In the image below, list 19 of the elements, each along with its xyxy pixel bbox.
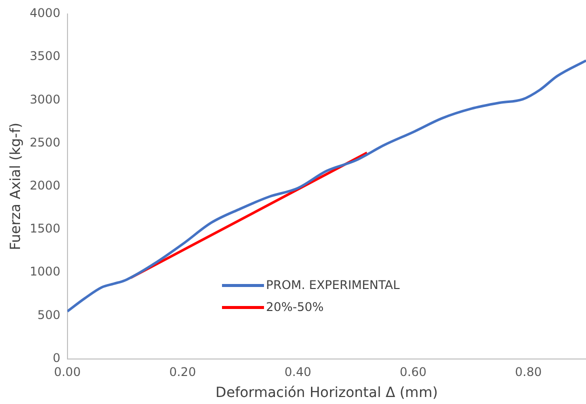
y-axis-title: Fuerza Axial (kg-f) [8,122,24,250]
y-tick-label: 2000 [30,178,60,193]
y-tick-label: 1000 [30,264,60,279]
y-tick-label: 500 [37,308,60,322]
legend-label: 20%-50% [266,300,324,314]
y-tick-label: 1500 [30,222,60,236]
x-tick-label: 0.20 [169,365,196,380]
y-tick-label: 3000 [30,92,60,106]
x-tick-label: 0.00 [54,365,81,380]
y-tick-label: 4000 [30,6,60,20]
x-tick-label: 0.80 [515,365,542,380]
y-tick-label: 3500 [30,49,60,64]
y-tick-label: 0 [52,350,60,365]
line-series [67,59,586,313]
x-axis-title: Deformación Horizontal Δ (mm) [216,385,438,402]
x-tick-label: 0.40 [284,365,312,380]
legend-label: PROM. EXPERIMENTAL [266,278,400,292]
y-tick-label: 2500 [30,135,60,150]
x-tick-label: 0.60 [400,365,426,380]
